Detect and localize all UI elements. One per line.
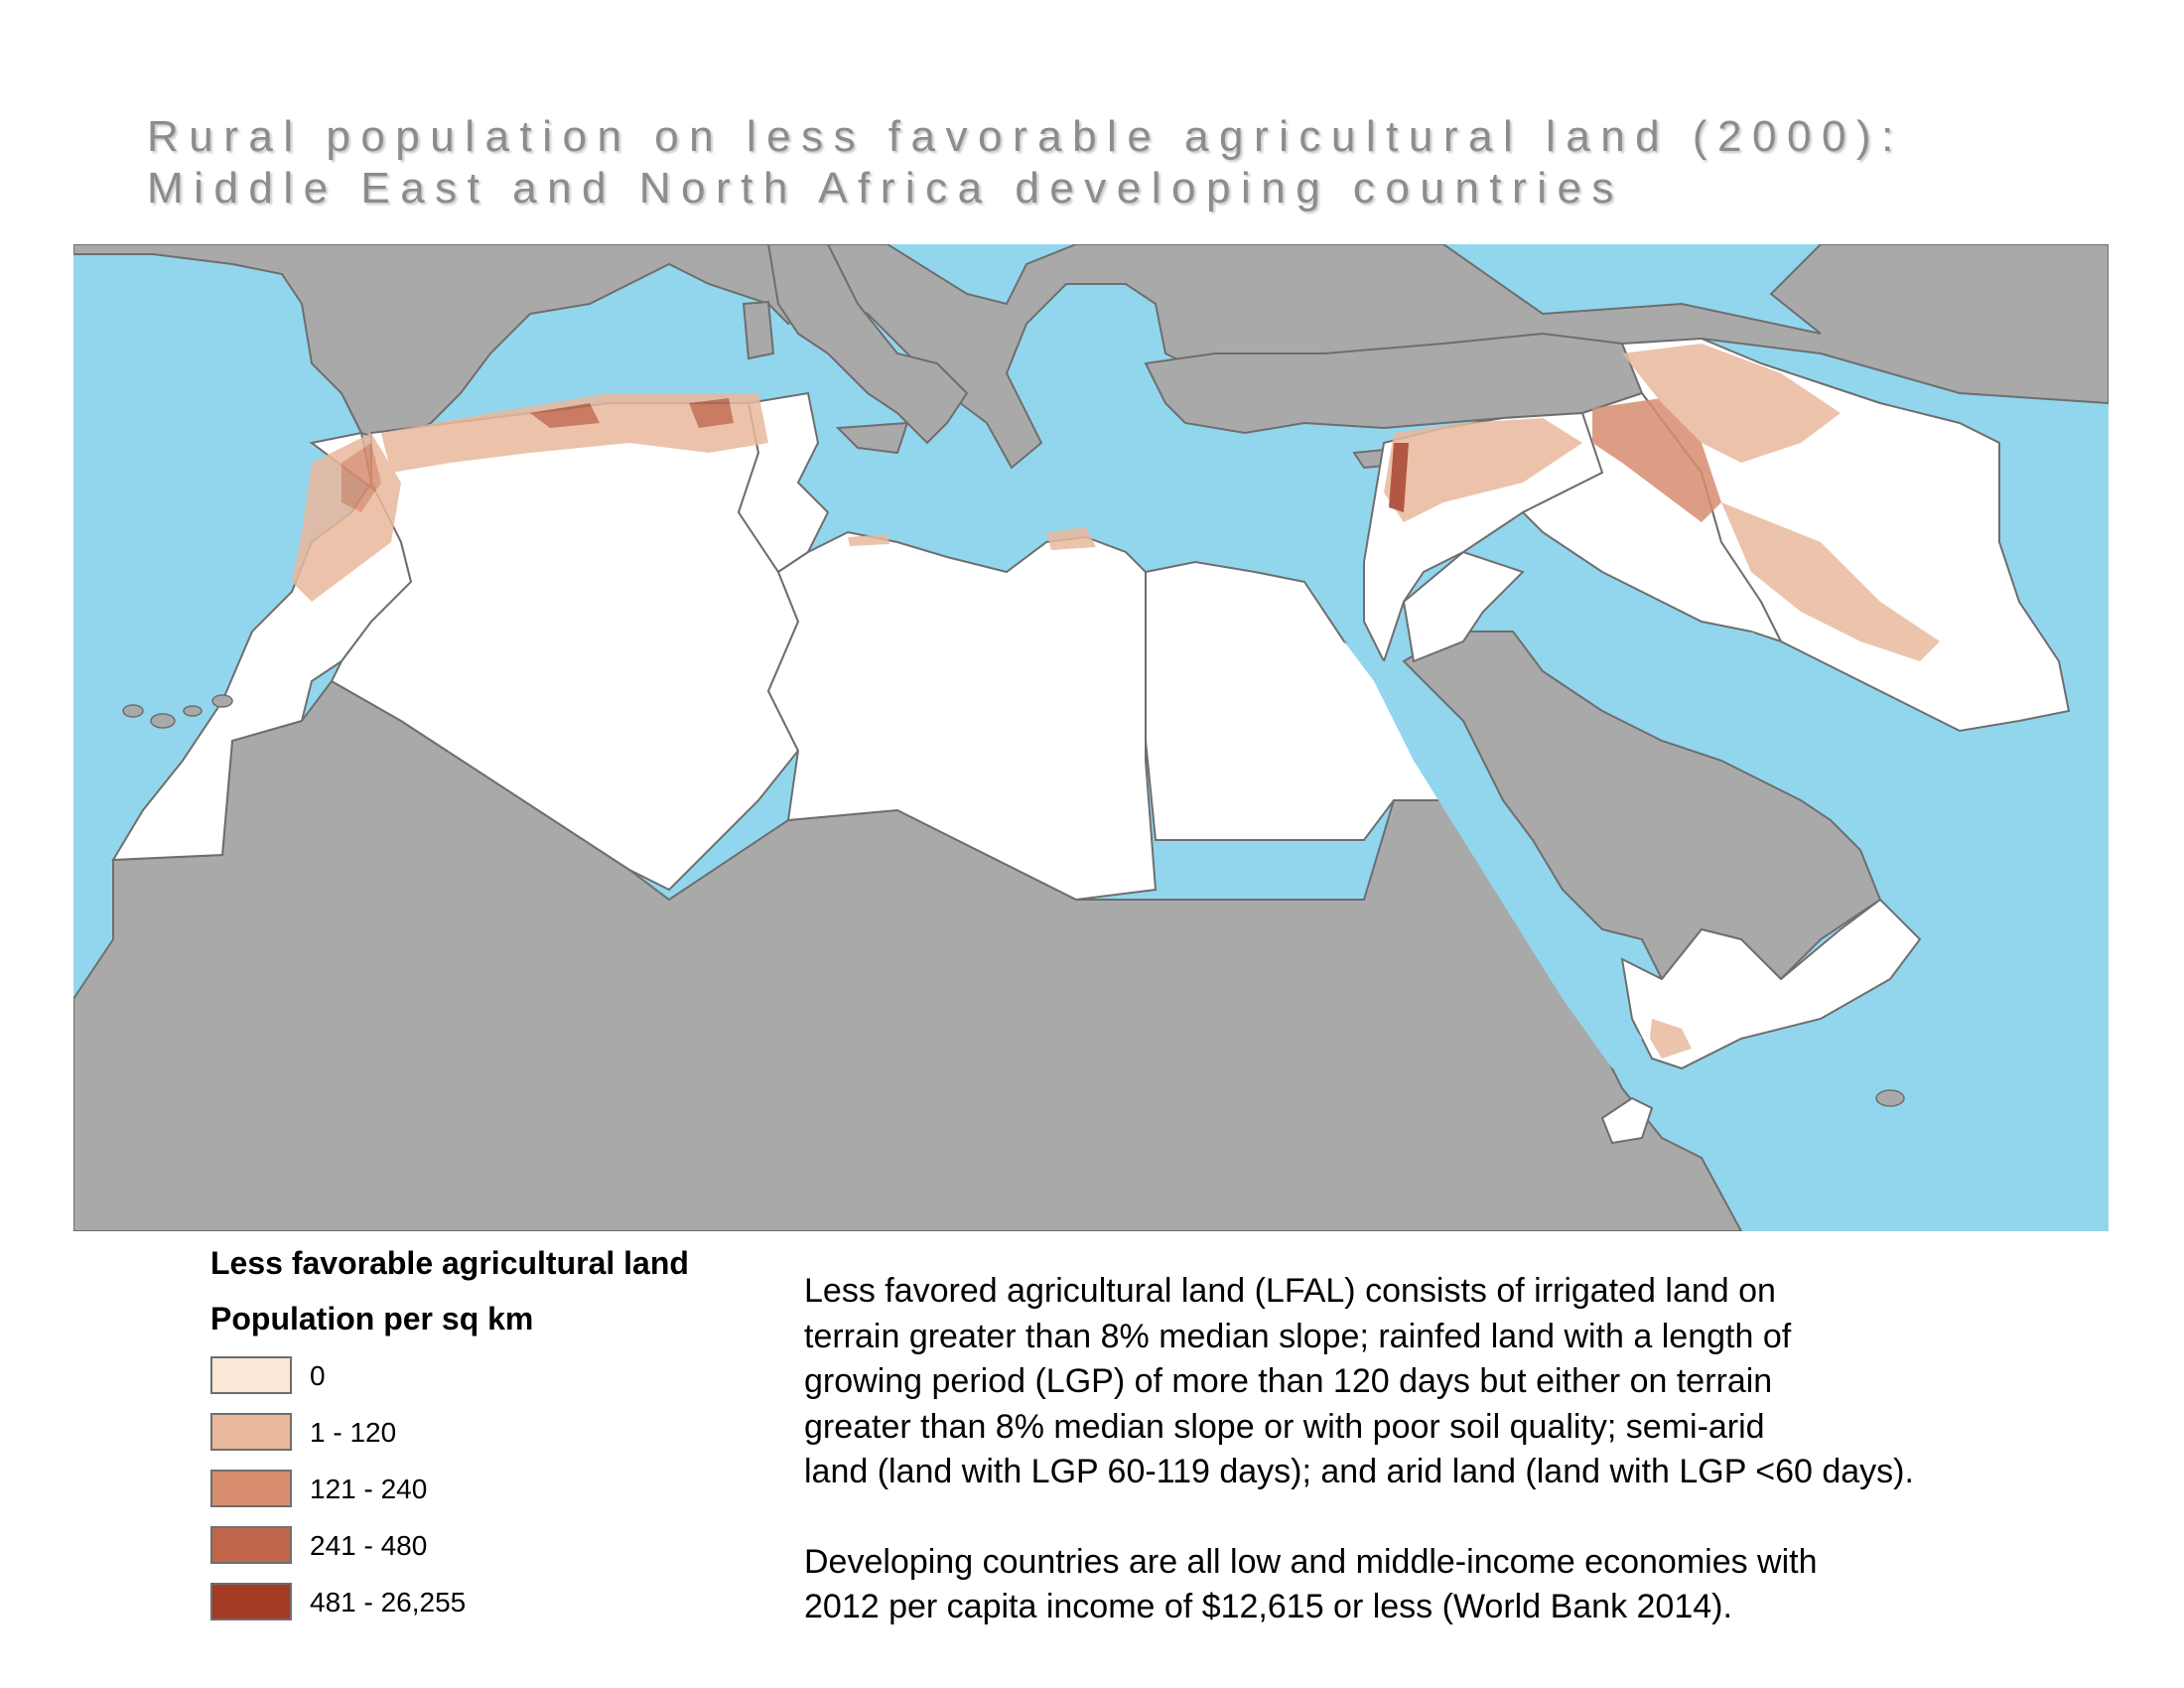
land-djibouti [1600, 1096, 1654, 1145]
land-arabia [1402, 631, 1882, 981]
red-sea [1344, 641, 1642, 1068]
density-shading [292, 344, 1940, 1058]
persian-gulf [1751, 632, 1940, 761]
legend-label-4: 481 - 26,255 [310, 1587, 467, 1618]
legend: Less favorable agricultural land Populat… [210, 1243, 806, 1620]
note-gap [804, 1495, 2115, 1540]
legend-label-3: 241 - 480 [310, 1530, 428, 1561]
legend-label-0: 0 [310, 1360, 326, 1391]
legend-title: Less favorable agricultural land [210, 1245, 689, 1281]
note-line: Less favored agricultural land (LFAL) co… [804, 1272, 1776, 1310]
note-line: 2012 per capita income of $12,615 or les… [804, 1588, 1732, 1625]
notes: Less favored agricultural land (LFAL) co… [804, 1269, 2115, 1630]
note-line: land (land with LGP 60-119 days); and ar… [804, 1453, 1914, 1490]
map-title: Rural population on less favorable agric… [147, 111, 2132, 214]
legend-swatch-4 [210, 1583, 292, 1620]
land-jordan [1402, 550, 1525, 663]
map-title-line-1: Rural population on less favorable agric… [147, 112, 1904, 161]
land-sardinia [742, 300, 775, 360]
land-italy [766, 244, 969, 445]
legend-swatch-1 [210, 1413, 292, 1451]
note-line: greater than 8% median slope or with poo… [804, 1407, 1765, 1446]
legend-swatch-0 [210, 1356, 292, 1394]
note-line: growing period (LGP) of more than 120 da… [804, 1362, 1773, 1400]
map-title-line-2: Middle East and North Africa developing … [147, 164, 1624, 212]
legend-subtitle: Population per sq km [210, 1301, 534, 1336]
map-frame [73, 244, 2109, 1231]
note-line: terrain greater than 8% median slope; ra… [804, 1317, 1792, 1355]
legend-label-2: 121 - 240 [310, 1474, 428, 1504]
land-sicily [835, 421, 909, 455]
legend-swatch-2 [210, 1470, 292, 1507]
legend-swatch-3 [210, 1526, 292, 1564]
islands [122, 694, 1905, 1107]
land-yemen [1620, 898, 1922, 1070]
map-svg [73, 244, 2109, 1231]
note-line: Developing countries are all low and mid… [804, 1542, 1818, 1581]
legend-label-1: 1 - 120 [310, 1417, 397, 1448]
